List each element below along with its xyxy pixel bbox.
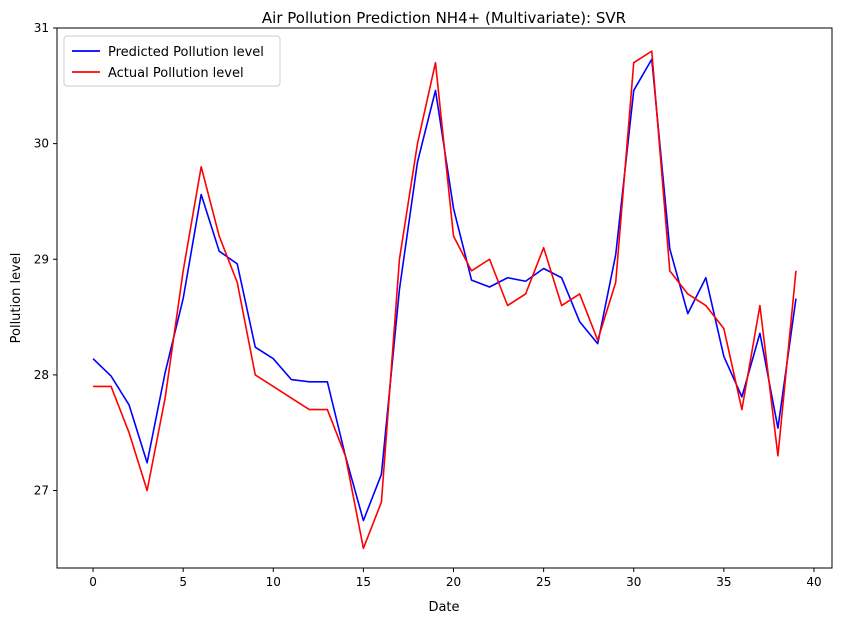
y-tick-label: 27	[34, 484, 49, 498]
x-tick-label: 10	[266, 575, 281, 589]
series-lines	[92, 50, 797, 550]
y-tick-label: 30	[34, 137, 49, 151]
y-tick-label: 28	[34, 368, 49, 382]
y-axis-label: Pollution level	[9, 253, 24, 344]
y-tick-label: 31	[34, 21, 49, 35]
legend-box	[63, 35, 281, 87]
plot-area	[56, 27, 833, 569]
series-line-actual	[93, 50, 797, 550]
legend-label-actual: Actual Pollution level	[108, 66, 244, 81]
x-tick-label: 0	[89, 575, 97, 589]
x-axis-ticks: 0 5 10 15 20 25 30 35 40	[89, 568, 822, 589]
chart-title: Air Pollution Prediction NH4+ (Multivari…	[262, 9, 626, 27]
y-tick-label: 29	[34, 252, 49, 266]
x-tick-label: 5	[179, 575, 187, 589]
x-axis-label: Date	[428, 600, 459, 615]
x-tick-label: 35	[716, 575, 731, 589]
x-tick-label: 25	[536, 575, 551, 589]
legend-label-predicted: Predicted Pollution level	[108, 45, 264, 60]
x-tick-label: 40	[806, 575, 821, 589]
x-tick-label: 15	[356, 575, 371, 589]
y-axis-ticks: 27 28 29 30 31	[34, 21, 57, 498]
x-tick-label: 30	[626, 575, 641, 589]
x-tick-label: 20	[446, 575, 461, 589]
legend: Predicted Pollution level Actual Polluti…	[63, 35, 281, 87]
